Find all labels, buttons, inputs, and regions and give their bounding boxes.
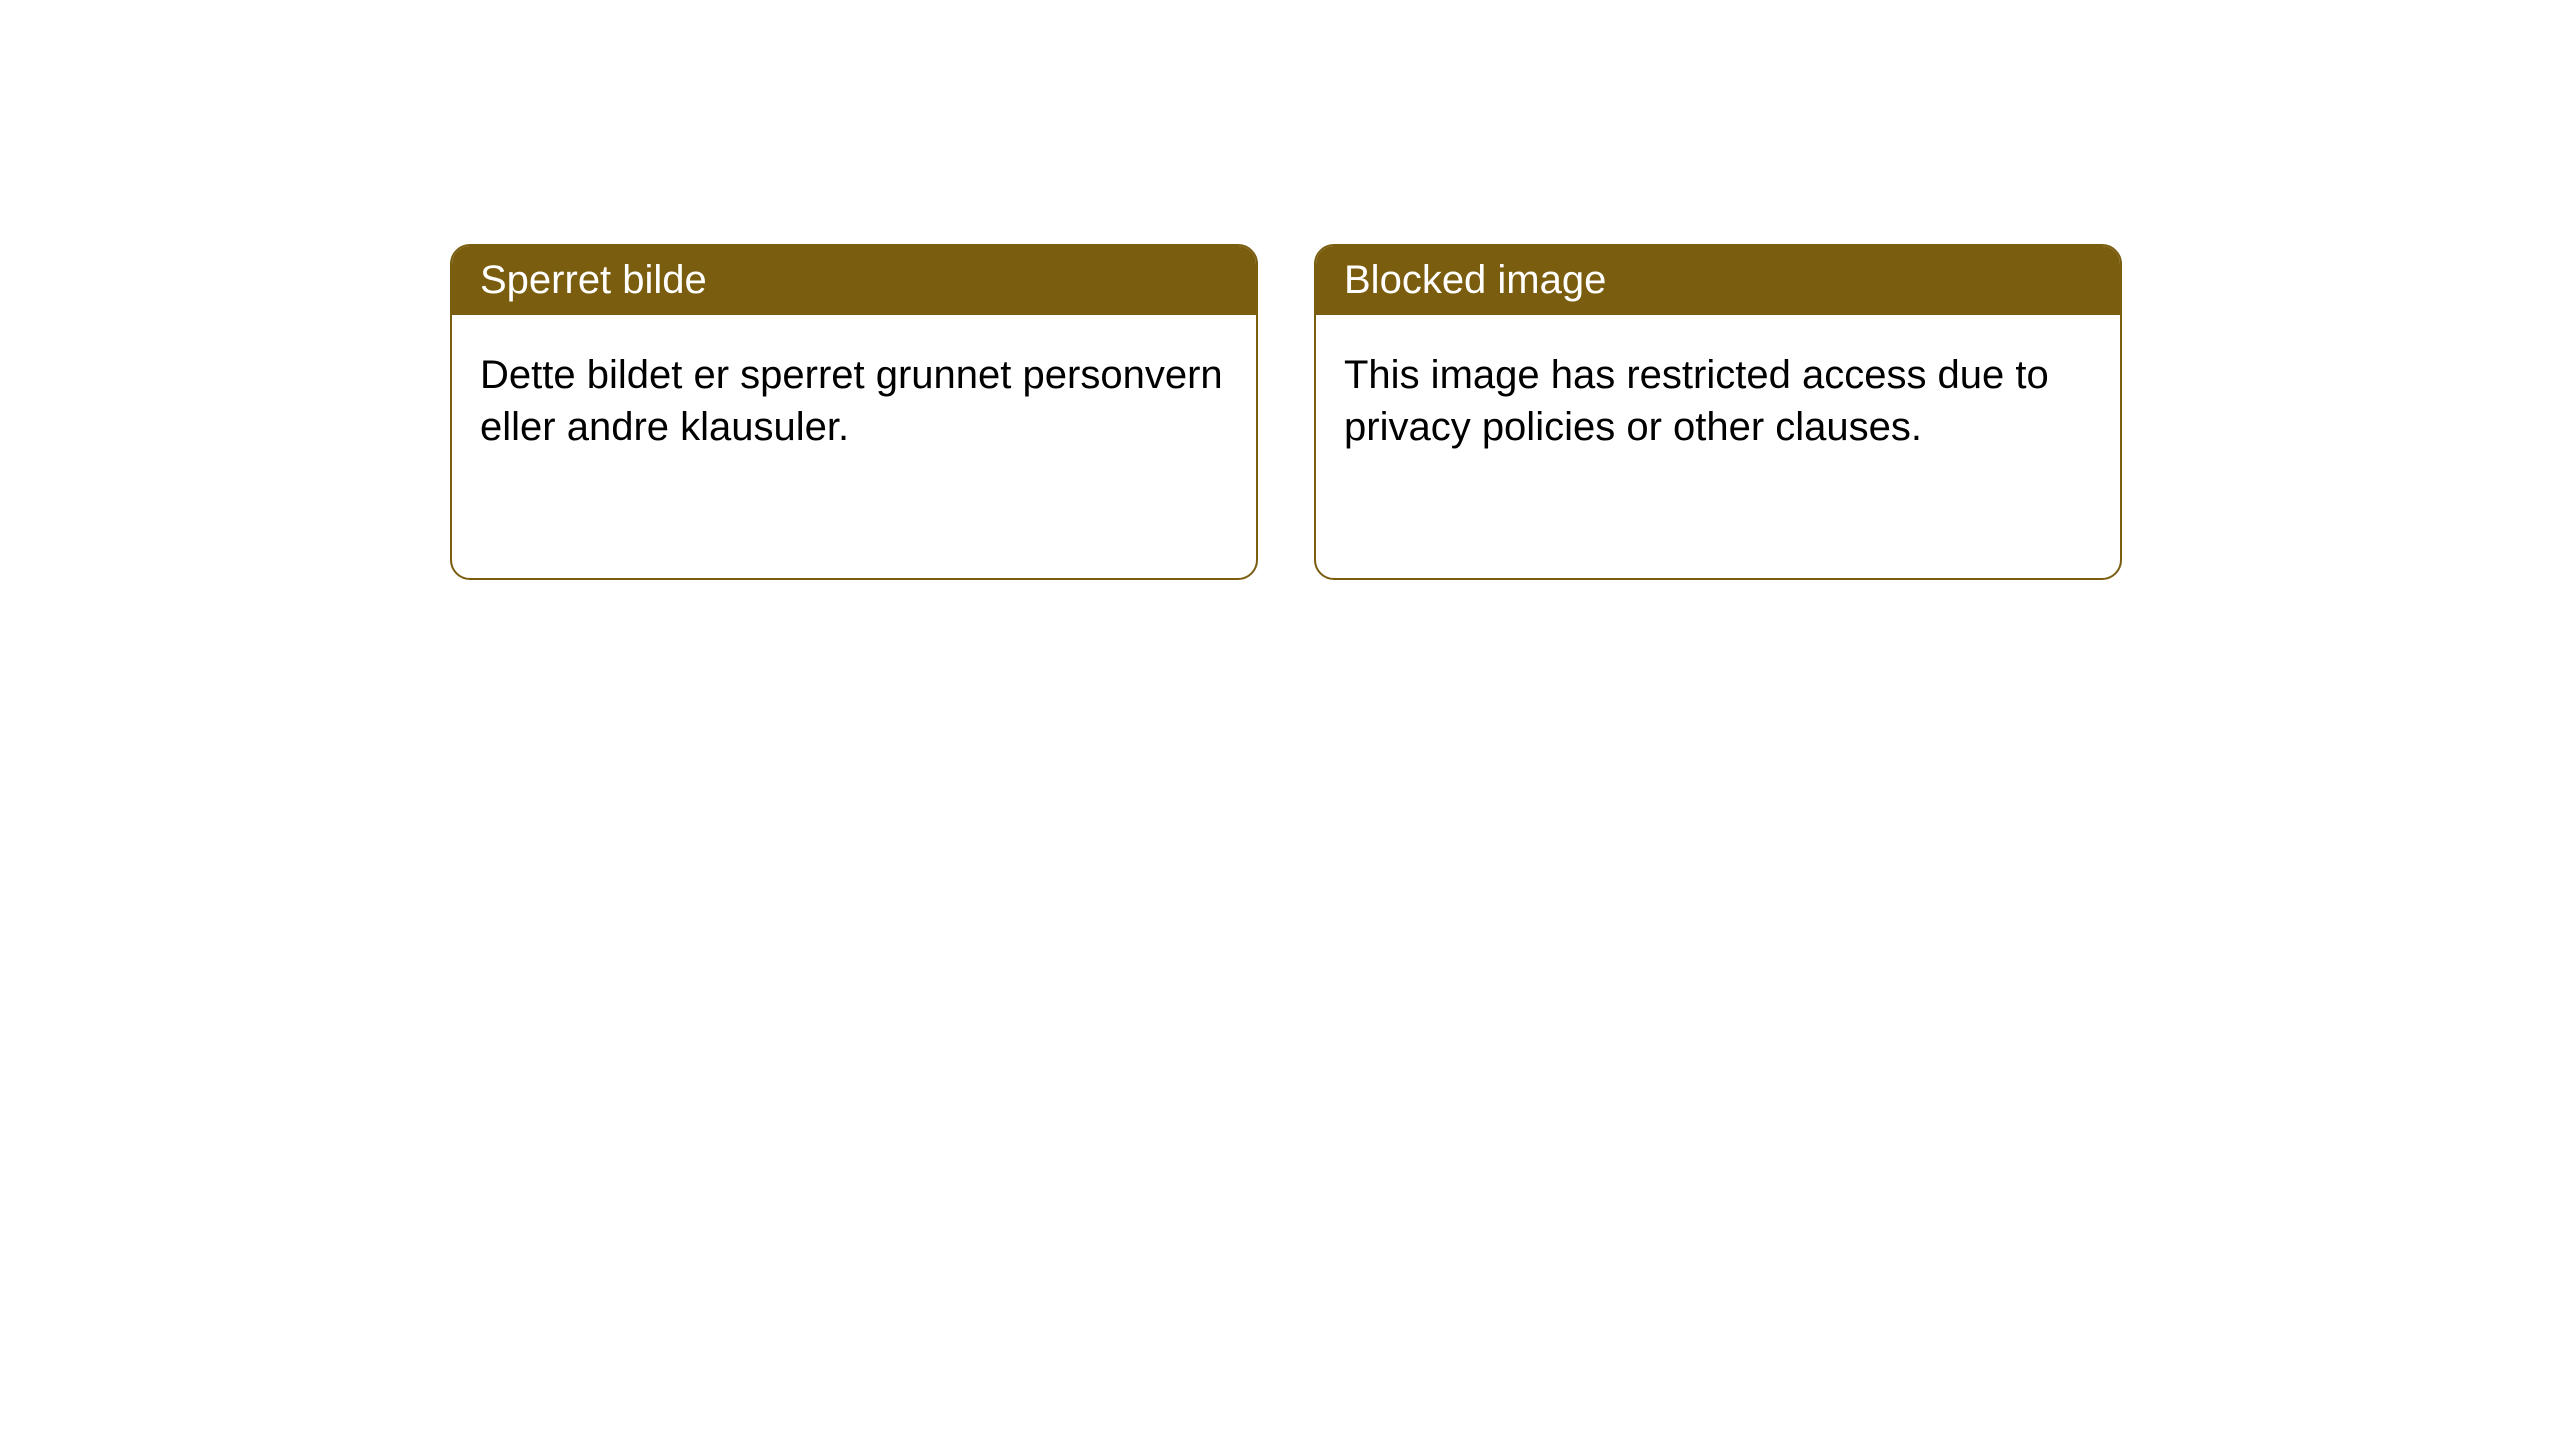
- card-body-text: This image has restricted access due to …: [1344, 353, 2049, 449]
- card-body: This image has restricted access due to …: [1316, 315, 2120, 487]
- card-header: Blocked image: [1316, 246, 2120, 315]
- card-title: Sperret bilde: [480, 258, 707, 302]
- card-title: Blocked image: [1344, 258, 1606, 302]
- card-header: Sperret bilde: [452, 246, 1256, 315]
- card-body-text: Dette bildet er sperret grunnet personve…: [480, 353, 1223, 449]
- card-body: Dette bildet er sperret grunnet personve…: [452, 315, 1256, 487]
- notice-card-norwegian: Sperret bilde Dette bildet er sperret gr…: [450, 244, 1258, 580]
- notice-card-english: Blocked image This image has restricted …: [1314, 244, 2122, 580]
- notice-cards-container: Sperret bilde Dette bildet er sperret gr…: [0, 0, 2560, 580]
